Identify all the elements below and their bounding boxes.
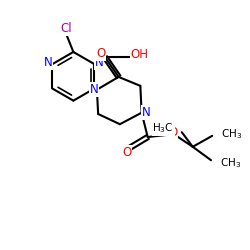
- Text: Cl: Cl: [60, 22, 72, 35]
- Text: N: N: [94, 56, 103, 70]
- Text: CH$_3$: CH$_3$: [222, 127, 243, 141]
- Text: N: N: [90, 83, 98, 96]
- Text: CH$_3$: CH$_3$: [220, 156, 242, 170]
- Text: O: O: [168, 126, 177, 139]
- Text: O: O: [96, 47, 106, 60]
- Text: O: O: [122, 146, 131, 159]
- Text: N: N: [44, 56, 52, 70]
- Text: N: N: [142, 106, 151, 119]
- Text: OH: OH: [131, 48, 149, 61]
- Text: H$_3$C: H$_3$C: [152, 121, 174, 135]
